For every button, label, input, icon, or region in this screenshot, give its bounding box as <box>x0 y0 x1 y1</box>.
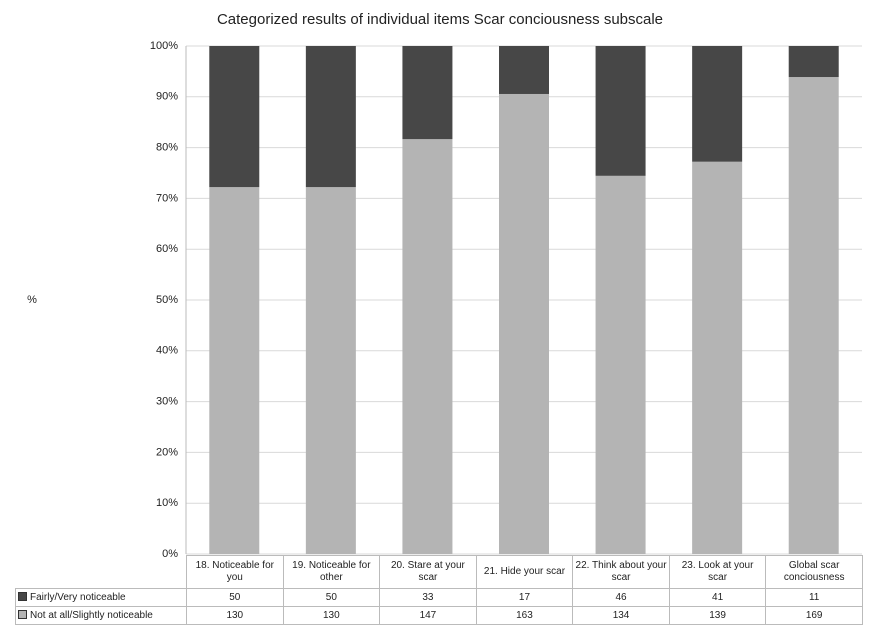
bar-segment <box>692 161 743 554</box>
y-tick-label: 30% <box>156 396 178 408</box>
y-tick-label: 70% <box>156 192 178 204</box>
legend-key <box>18 609 27 619</box>
table-value: 17 <box>475 588 574 607</box>
table-value: 46 <box>572 588 670 607</box>
table-value: 130 <box>282 606 381 625</box>
table-value: 50 <box>186 588 284 607</box>
bar-segment <box>788 77 839 555</box>
category-label: 21. Hide your scar <box>475 555 574 589</box>
bar-segment <box>209 46 260 188</box>
table-value: 50 <box>282 588 381 607</box>
table-corner <box>16 556 187 589</box>
bar-segment <box>305 46 356 188</box>
y-tick-label: 80% <box>156 142 178 154</box>
table-row: Not at all/Slightly noticeable 130 130 147 1… <box>15 606 863 625</box>
legend-entry: Fairly/Very noticeable <box>15 588 187 607</box>
table-value: 33 <box>379 588 477 607</box>
bar-segment <box>595 175 646 555</box>
data-table: 18. Noticeable for you 19. Noticeable for… <box>15 555 863 625</box>
bar-segment <box>402 139 453 554</box>
y-tick-label: 20% <box>156 446 178 458</box>
y-axis-label: % <box>27 294 37 306</box>
category-label: 23. Look at your scar <box>668 555 767 589</box>
chart-title: Categorized results of individual items … <box>217 11 663 28</box>
y-tick-label: 60% <box>156 243 178 255</box>
legend-label: Not at all/Slightly noticeable <box>30 609 153 621</box>
bar-segment <box>499 93 549 554</box>
table-value: 134 <box>572 606 670 625</box>
table-value: 147 <box>379 606 477 625</box>
category-label: 19. Noticeable for other <box>282 555 381 589</box>
table-value: 169 <box>765 606 863 625</box>
bar-segment <box>499 46 549 94</box>
table-value: 41 <box>668 588 767 607</box>
category-label: 22. Think about your scar <box>572 555 670 589</box>
table-value: 163 <box>475 606 574 625</box>
y-tick-label: 100% <box>150 40 178 52</box>
y-tick-label: 10% <box>156 497 178 509</box>
legend-label: Fairly/Very noticeable <box>30 591 126 603</box>
y-tick-label: 50% <box>156 294 178 306</box>
bar-segment <box>692 46 743 162</box>
bar-segment <box>788 46 839 78</box>
table-row: Fairly/Very noticeable 50 50 33 17 46 41 11 <box>15 588 863 607</box>
category-label: 20. Stare at your scar <box>379 555 477 589</box>
table-value: 139 <box>668 606 767 625</box>
category-label: Global scar conciousness <box>765 555 863 589</box>
table-value: 130 <box>186 606 284 625</box>
table-value: 11 <box>765 588 863 607</box>
y-tick-label: 90% <box>156 91 178 103</box>
table-header-row: 18. Noticeable for you 19. Noticeable for… <box>16 555 863 589</box>
bar-segment <box>402 46 453 140</box>
legend-entry: Not at all/Slightly noticeable <box>15 606 187 625</box>
category-label: 18. Noticeable for you <box>186 555 284 589</box>
y-tick-label: 40% <box>156 345 178 357</box>
bar-segment <box>595 46 646 176</box>
legend-key <box>18 591 27 601</box>
bar-segment <box>305 187 356 554</box>
y-tick-label: 0% <box>162 548 178 560</box>
bar-segment <box>209 187 260 554</box>
